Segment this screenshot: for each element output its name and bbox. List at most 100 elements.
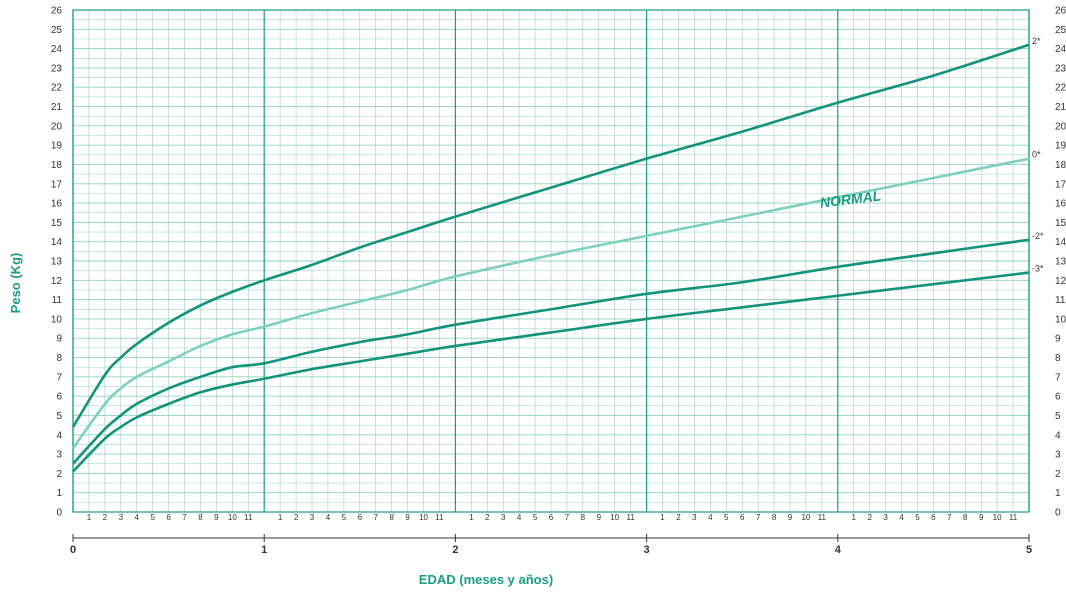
y-tick-label-left: 16	[51, 199, 63, 210]
x-tick-label-year: 4	[835, 544, 842, 556]
y-tick-label-left: 4	[56, 430, 62, 441]
y-tick-label-left: 18	[51, 160, 63, 171]
x-tick-label-month: 6	[166, 513, 171, 522]
x-tick-label-month: 10	[801, 513, 810, 522]
y-tick-label-left: 8	[56, 353, 62, 364]
x-tick-label-month: 4	[326, 513, 331, 522]
y-tick-label-left: 3	[56, 450, 62, 461]
y-tick-label-left: 14	[51, 237, 63, 248]
x-tick-label-month: 8	[963, 513, 968, 522]
x-tick-label-month: 4	[899, 513, 904, 522]
x-tick-label-month: 8	[581, 513, 586, 522]
y-tick-label-left: 1	[56, 488, 62, 499]
x-tick-label-month: 9	[979, 513, 984, 522]
x-tick-label-month: 2	[294, 513, 299, 522]
x-tick-label-month: 7	[374, 513, 379, 522]
y-tick-label-right: 3	[1055, 450, 1061, 461]
x-tick-label-month: 6	[740, 513, 745, 522]
x-tick-label-month: 8	[198, 513, 203, 522]
x-tick-label-month: 11	[818, 513, 827, 522]
x-tick-label-month: 7	[565, 513, 570, 522]
x-tick-label-month: 6	[358, 513, 363, 522]
x-tick-label-month: 3	[692, 513, 697, 522]
x-tick-label-year: 2	[452, 544, 458, 556]
y-tick-label-right: 6	[1055, 392, 1061, 403]
x-tick-label-month: 5	[915, 513, 920, 522]
x-tick-label-month: 1	[852, 513, 857, 522]
x-tick-label-month: 10	[419, 513, 428, 522]
y-tick-label-right: 7	[1055, 372, 1061, 383]
series-end-label: 0*	[1032, 150, 1041, 160]
y-tick-label-right: 13	[1055, 257, 1066, 268]
y-tick-label-right: 12	[1055, 276, 1066, 287]
y-tick-label-right: 17	[1055, 179, 1066, 190]
y-tick-label-right: 8	[1055, 353, 1061, 364]
y-tick-label-left: 10	[51, 314, 63, 325]
x-tick-label-month: 9	[214, 513, 219, 522]
x-tick-label-month: 2	[485, 513, 490, 522]
y-tick-label-right: 20	[1055, 121, 1066, 132]
series-line-2	[72, 238, 1030, 465]
y-tick-label-right: 5	[1055, 411, 1061, 422]
x-axis-label: EDAD (meses y años)	[419, 572, 553, 587]
x-tick-label-month: 11	[627, 513, 636, 522]
x-tick-label-month: 3	[883, 513, 888, 522]
x-tick-label-month: 1	[660, 513, 665, 522]
series-end-label: 2*	[1032, 36, 1041, 46]
y-tick-label-left: 15	[51, 218, 63, 229]
y-tick-label-left: 17	[51, 179, 63, 190]
y-tick-label-left: 6	[56, 392, 62, 403]
x-tick-label-month: 6	[549, 513, 554, 522]
y-tick-label-right: 10	[1055, 314, 1066, 325]
y-tick-label-left: 5	[56, 411, 62, 422]
y-tick-label-right: 19	[1055, 141, 1066, 152]
normal-annotation: NORMAL	[819, 187, 882, 210]
x-tick-label-month: 2	[676, 513, 681, 522]
y-tick-label-right: 1	[1055, 488, 1061, 499]
x-tick-label-month: 2	[867, 513, 872, 522]
x-tick-label-month: 9	[405, 513, 410, 522]
series-end-label: -2*	[1032, 231, 1044, 241]
series-end-label: -3*	[1032, 264, 1044, 274]
x-tick-label-month: 10	[228, 513, 237, 522]
y-tick-label-right: 24	[1055, 44, 1066, 55]
x-tick-label-month: 11	[1009, 513, 1018, 522]
x-tick-label-month: 8	[389, 513, 394, 522]
x-tick-label-month: 9	[597, 513, 602, 522]
y-tick-label-right: 2	[1055, 469, 1061, 480]
x-tick-label-month: 5	[533, 513, 538, 522]
y-tick-label-left: 12	[51, 276, 63, 287]
series-labels: 2* 0* -2* -3*	[1032, 36, 1044, 274]
y-tick-label-right: 0	[1055, 508, 1061, 519]
x-tick-label-month: 2	[103, 513, 108, 522]
x-tick-label-year: 1	[261, 544, 267, 556]
x-tick-label-month: 1	[87, 513, 92, 522]
y-tick-label-left: 25	[51, 25, 63, 36]
x-tick-label-month: 6	[931, 513, 936, 522]
x-tick-label-month: 5	[150, 513, 155, 522]
y-tick-label-right: 21	[1055, 102, 1066, 113]
series-line-3	[72, 271, 1030, 473]
grid	[72, 9, 1030, 513]
x-tick-label-month: 3	[501, 513, 506, 522]
x-tick-label-month: 4	[517, 513, 522, 522]
x-tick-label-year: 5	[1026, 544, 1032, 556]
y-tick-label-left: 13	[51, 257, 63, 268]
x-tick-label-month: 11	[435, 513, 444, 522]
y-tick-label-left: 19	[51, 141, 63, 152]
x-tick-label-month: 1	[278, 513, 283, 522]
x-tick-label-month: 7	[947, 513, 952, 522]
y-tick-label-left: 21	[51, 102, 63, 113]
y-tick-label-left: 22	[51, 83, 63, 94]
plot-frame	[72, 9, 1030, 513]
x-tick-label-month: 9	[788, 513, 793, 522]
x-tick-label-month: 7	[182, 513, 187, 522]
y-tick-label-left: 7	[56, 372, 62, 383]
x-tick-label-month: 7	[756, 513, 761, 522]
x-tick-label-month: 5	[342, 513, 347, 522]
x-tick-label-month: 1	[469, 513, 474, 522]
y-tick-label-left: 0	[56, 508, 62, 519]
y-tick-label-left: 2	[56, 469, 62, 480]
